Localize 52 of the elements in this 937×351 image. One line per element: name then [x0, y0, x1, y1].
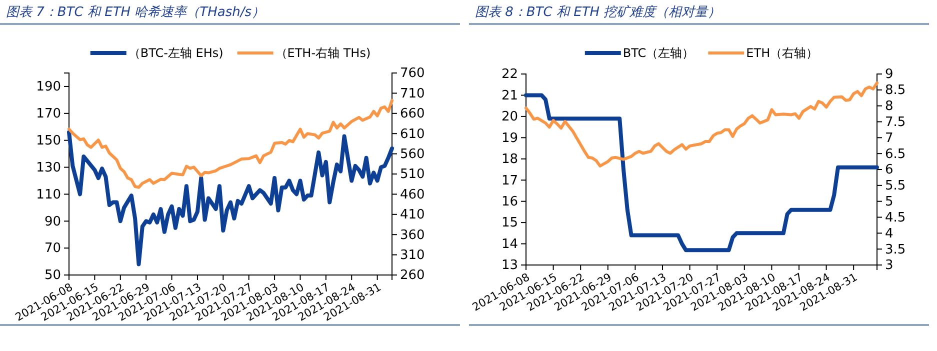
y-tick-label: 14 [501, 236, 518, 252]
line-series [524, 93, 879, 252]
y-tick-label: 130 [36, 160, 61, 176]
legend-label: ETH（右轴） [746, 46, 818, 60]
line-series [68, 98, 394, 189]
y-tick-label: 150 [36, 133, 61, 148]
chart-title: 图表 8：BTC 和 ETH 挖矿难度（相对量） [475, 4, 721, 20]
y2-tick-label: 7 [885, 130, 894, 146]
y-tick-label: 22 [501, 67, 518, 82]
y2-tick-label: 560 [400, 146, 425, 162]
y2-tick-label: 9 [885, 67, 894, 82]
y-tick-label: 50 [44, 268, 61, 284]
chart-title: 图表 7：BTC 和 ETH 哈希速率（THash/s） [6, 4, 265, 20]
y2-tick-label: 410 [400, 208, 425, 223]
y-tick-label: 90 [44, 214, 61, 230]
y2-tick-label: 660 [400, 106, 425, 122]
y2-tick-label: 8.5 [885, 83, 906, 98]
y2-tick-label: 510 [400, 167, 425, 182]
y-tick-label: 20 [501, 110, 518, 125]
y2-tick-label: 310 [400, 248, 425, 263]
y-tick-label: 21 [501, 88, 518, 104]
y2-tick-label: 710 [400, 86, 425, 102]
y-tick-label: 70 [44, 241, 61, 256]
y-tick-label: 170 [36, 106, 61, 122]
y2-tick-label: 360 [400, 228, 425, 243]
legend-label: （BTC-左轴 EHs) [128, 46, 224, 60]
y-tick-label: 15 [501, 216, 518, 231]
y2-tick-label: 3.5 [885, 242, 906, 258]
y2-tick-label: 260 [400, 268, 425, 284]
y2-tick-label: 760 [400, 66, 425, 82]
y-tick-label: 19 [501, 130, 518, 146]
y-tick-label: 18 [501, 152, 518, 168]
y2-tick-label: 6.5 [885, 146, 906, 162]
y2-tick-label: 8 [885, 98, 894, 114]
legend-label: BTC（左轴） [622, 46, 694, 60]
y-tick-label: 16 [501, 194, 518, 210]
y2-tick-label: 7.5 [885, 114, 906, 130]
y2-tick-label: 4.5 [885, 210, 906, 226]
y2-tick-label: 3 [885, 258, 894, 274]
legend-label: （ETH-右轴 THs) [275, 46, 371, 60]
line-series [67, 130, 394, 266]
y-tick-label: 13 [501, 258, 518, 274]
line-series [524, 81, 878, 168]
y2-tick-label: 610 [400, 126, 425, 142]
y2-tick-label: 5 [885, 194, 894, 210]
y-tick-label: 190 [36, 80, 61, 95]
y-tick-label: 110 [36, 187, 61, 202]
y2-tick-label: 460 [400, 187, 425, 202]
y2-tick-label: 6 [885, 162, 894, 178]
y2-tick-label: 5.5 [885, 178, 906, 194]
y2-tick-label: 4 [885, 226, 894, 242]
y-tick-label: 17 [501, 173, 518, 188]
